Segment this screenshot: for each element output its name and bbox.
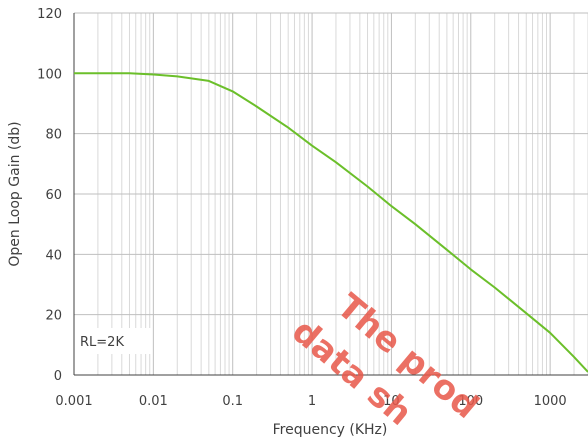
x-tick-label: 1 bbox=[308, 394, 316, 409]
series-line bbox=[74, 72, 588, 373]
y-tick-label: 40 bbox=[45, 248, 62, 263]
y-tick-label: 0 bbox=[54, 369, 62, 384]
x-tick-label: 0.1 bbox=[222, 394, 243, 409]
x-tick-label: 1000 bbox=[534, 394, 567, 409]
y-tick-label: 20 bbox=[45, 309, 62, 324]
annotation-label: RL=2K bbox=[80, 335, 124, 350]
x-axis-ticks: 0.001 0.01 0.1 1 10 100 1000 bbox=[55, 394, 566, 409]
y-tick-label: 100 bbox=[37, 67, 62, 82]
x-tick-label: 10 bbox=[383, 394, 400, 409]
x-axis-title: Frequency (KHz) bbox=[273, 422, 388, 438]
y-tick-label: 60 bbox=[45, 188, 62, 203]
y-tick-label: 120 bbox=[37, 7, 62, 22]
y-axis-ticks: 0 20 40 60 80 100 120 bbox=[37, 7, 62, 384]
x-tick-label: 100 bbox=[458, 394, 483, 409]
series-layer bbox=[74, 72, 588, 373]
annotation-box: RL=2K bbox=[75, 328, 152, 354]
x-tick-label: 0.001 bbox=[55, 394, 92, 409]
y-tick-label: 80 bbox=[45, 128, 62, 143]
y-axis-title: Open Loop Gain (db) bbox=[7, 121, 23, 266]
x-tick-label: 0.01 bbox=[139, 394, 168, 409]
